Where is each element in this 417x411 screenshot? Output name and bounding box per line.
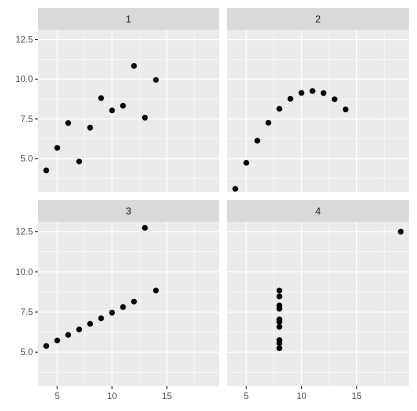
y-tick-label: 5.0 xyxy=(20,347,33,357)
data-point-facet-3 xyxy=(65,331,72,338)
data-point-facet-3 xyxy=(87,320,94,327)
data-point-facet-3 xyxy=(76,326,83,333)
data-point-facet-4 xyxy=(397,228,404,235)
data-point-facet-3 xyxy=(120,304,126,310)
y-tick-label: 12.5 xyxy=(15,227,33,237)
facet-strip-4 xyxy=(227,200,409,222)
facet-strip-2 xyxy=(227,8,409,30)
y-tick-label: 5.0 xyxy=(20,154,33,164)
data-point-facet-2 xyxy=(342,106,349,113)
data-point-facet-2 xyxy=(232,185,239,192)
x-tick-label: 5 xyxy=(244,391,249,401)
data-point-facet-1 xyxy=(131,62,137,69)
x-tick-label: 15 xyxy=(162,391,172,401)
x-tick-label: 5 xyxy=(55,391,60,401)
y-tick-label: 10.0 xyxy=(15,74,33,84)
data-point-facet-1 xyxy=(43,167,50,174)
x-tick-label: 10 xyxy=(107,391,117,401)
data-point-facet-4 xyxy=(276,302,283,309)
data-point-facet-3 xyxy=(142,224,148,231)
facet-label-3: 3 xyxy=(126,207,132,218)
x-tick-label: 15 xyxy=(352,391,362,401)
data-point-facet-4 xyxy=(276,318,283,325)
data-point-facet-3 xyxy=(54,337,61,344)
panel-background-2 xyxy=(227,30,409,192)
data-point-facet-4 xyxy=(276,287,283,294)
data-point-facet-4 xyxy=(276,340,283,347)
data-point-facet-1 xyxy=(142,114,148,121)
data-point-facet-1 xyxy=(109,107,115,114)
data-point-facet-3 xyxy=(153,287,159,294)
data-point-facet-3 xyxy=(98,315,104,322)
facet-strip-3 xyxy=(38,200,219,222)
data-point-facet-2 xyxy=(298,89,305,96)
data-point-facet-2 xyxy=(243,159,250,166)
y-tick-label: 12.5 xyxy=(15,35,33,45)
data-point-facet-3 xyxy=(131,298,137,305)
y-tick-label: 10.0 xyxy=(15,267,33,277)
data-point-facet-3 xyxy=(109,309,115,316)
data-point-facet-1 xyxy=(65,120,72,126)
y-tick-label: 7.5 xyxy=(20,114,33,124)
data-point-facet-2 xyxy=(254,137,261,144)
data-point-facet-2 xyxy=(265,119,272,126)
data-point-facet-1 xyxy=(153,76,159,83)
data-point-facet-2 xyxy=(276,105,283,112)
x-tick-label: 10 xyxy=(296,391,306,401)
data-point-facet-1 xyxy=(54,144,61,151)
y-tick-label: 7.5 xyxy=(20,307,33,317)
panel-background-4 xyxy=(227,222,409,386)
data-point-facet-1 xyxy=(120,102,126,109)
facet-strip-1 xyxy=(38,8,219,30)
data-point-facet-2 xyxy=(287,95,294,102)
data-point-facet-1 xyxy=(98,95,104,102)
data-point-facet-4 xyxy=(276,293,283,300)
data-point-facet-3 xyxy=(43,343,50,349)
data-point-facet-1 xyxy=(76,158,83,165)
facet-label-1: 1 xyxy=(126,15,132,26)
data-point-facet-1 xyxy=(87,124,94,131)
data-point-facet-2 xyxy=(331,96,338,103)
facet-label-4: 4 xyxy=(315,207,321,218)
data-point-facet-2 xyxy=(320,90,327,96)
facet-label-2: 2 xyxy=(315,15,321,26)
data-point-facet-4 xyxy=(276,323,283,330)
data-point-facet-2 xyxy=(309,88,316,94)
data-point-facet-4 xyxy=(276,345,283,352)
panel-background-3 xyxy=(38,222,219,386)
panel-background-1 xyxy=(38,30,219,192)
